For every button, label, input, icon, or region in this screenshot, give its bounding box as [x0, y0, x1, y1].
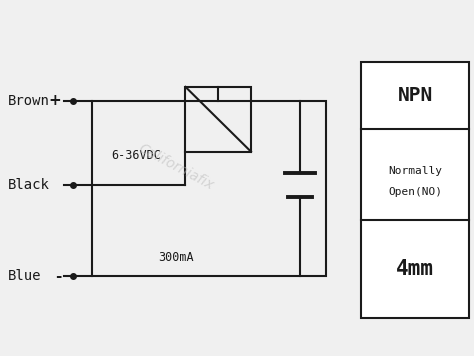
Bar	[185, 87, 251, 152]
Text: Open(NO): Open(NO)	[388, 187, 442, 197]
Text: Black: Black	[8, 178, 49, 192]
Text: 4mm: 4mm	[396, 259, 434, 279]
Text: Californiafix: Californiafix	[136, 142, 216, 193]
Text: 6-36VDC: 6-36VDC	[111, 149, 161, 162]
Text: -: -	[55, 269, 61, 284]
Text: Brown: Brown	[8, 94, 49, 108]
Bar	[92, 101, 326, 276]
Text: Normally: Normally	[388, 166, 442, 176]
Bar	[361, 62, 469, 318]
Text: 300mA: 300mA	[158, 251, 194, 264]
Text: NPN: NPN	[397, 86, 433, 105]
Text: Blue: Blue	[8, 269, 41, 283]
Text: +: +	[48, 93, 61, 109]
